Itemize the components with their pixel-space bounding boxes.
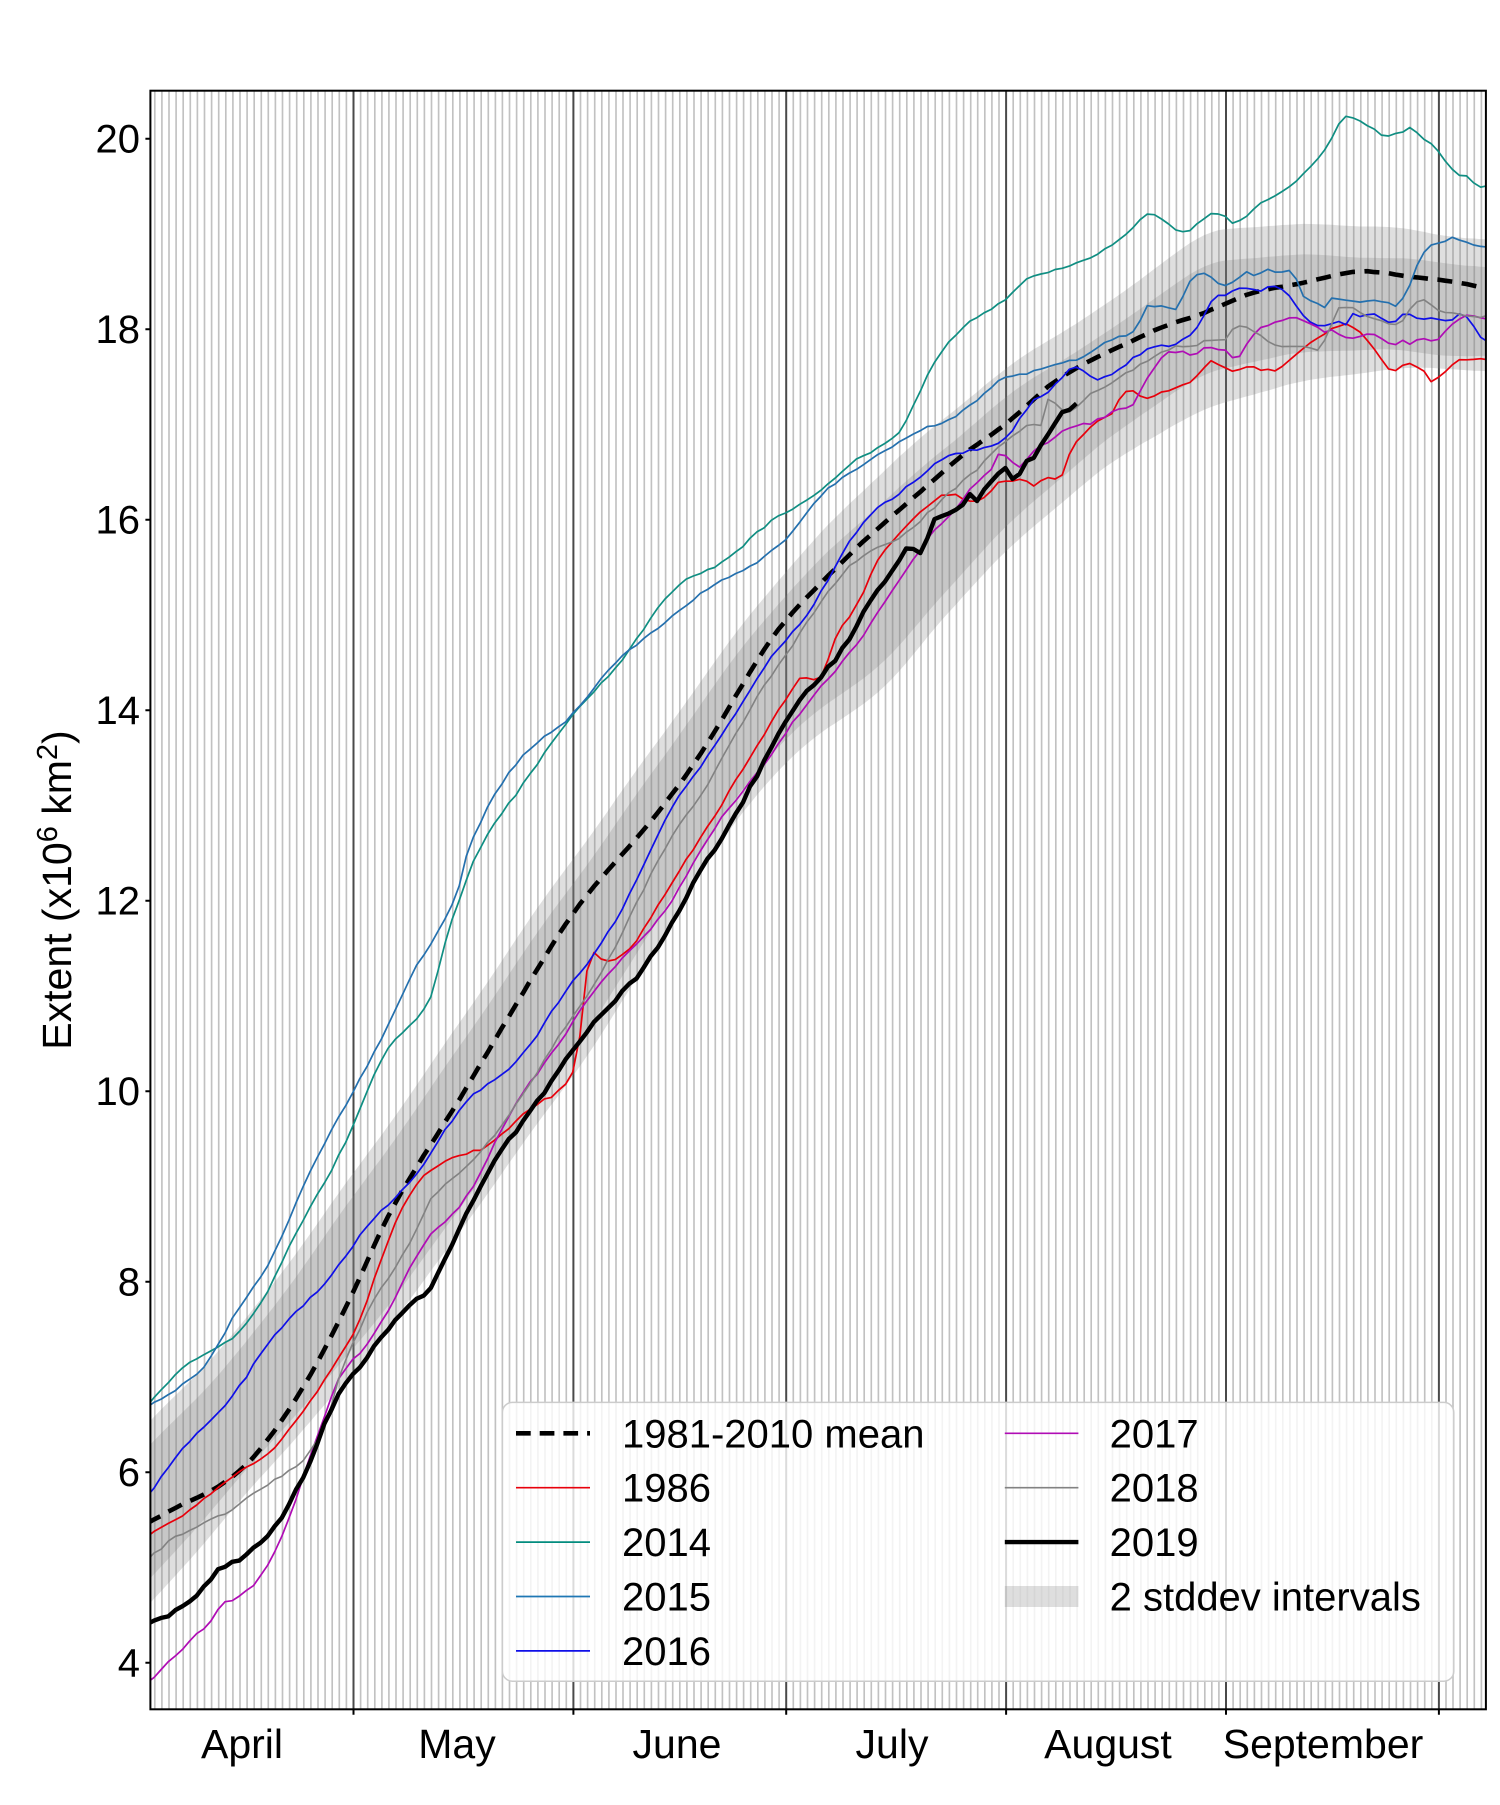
svg-text:20: 20 xyxy=(96,118,141,162)
svg-text:2 stddev intervals: 2 stddev intervals xyxy=(1110,1576,1421,1620)
svg-text:10: 10 xyxy=(96,1070,141,1114)
svg-text:2018: 2018 xyxy=(1110,1467,1199,1511)
svg-text:1986: 1986 xyxy=(622,1467,711,1511)
svg-text:2015: 2015 xyxy=(622,1576,711,1620)
svg-text:4: 4 xyxy=(118,1642,140,1686)
svg-text:8: 8 xyxy=(118,1261,140,1305)
svg-text:1981-2010 mean: 1981-2010 mean xyxy=(622,1412,924,1456)
svg-text:August: August xyxy=(1044,1721,1172,1767)
svg-text:2014: 2014 xyxy=(622,1521,711,1565)
svg-text:2016: 2016 xyxy=(622,1630,711,1674)
svg-text:May: May xyxy=(418,1721,496,1767)
svg-text:16: 16 xyxy=(96,499,141,543)
svg-text:September: September xyxy=(1223,1721,1424,1767)
svg-text:July: July xyxy=(856,1721,929,1767)
svg-text:18: 18 xyxy=(96,308,141,352)
svg-text:Extent (x106 km2): Extent (x106 km2) xyxy=(32,730,80,1049)
svg-text:2017: 2017 xyxy=(1110,1412,1199,1456)
svg-text:12: 12 xyxy=(96,880,141,924)
svg-text:June: June xyxy=(633,1721,722,1767)
svg-text:April: April xyxy=(201,1721,283,1767)
svg-text:2019: 2019 xyxy=(1110,1521,1199,1565)
svg-text:6: 6 xyxy=(118,1451,140,1495)
svg-text:14: 14 xyxy=(96,689,141,733)
